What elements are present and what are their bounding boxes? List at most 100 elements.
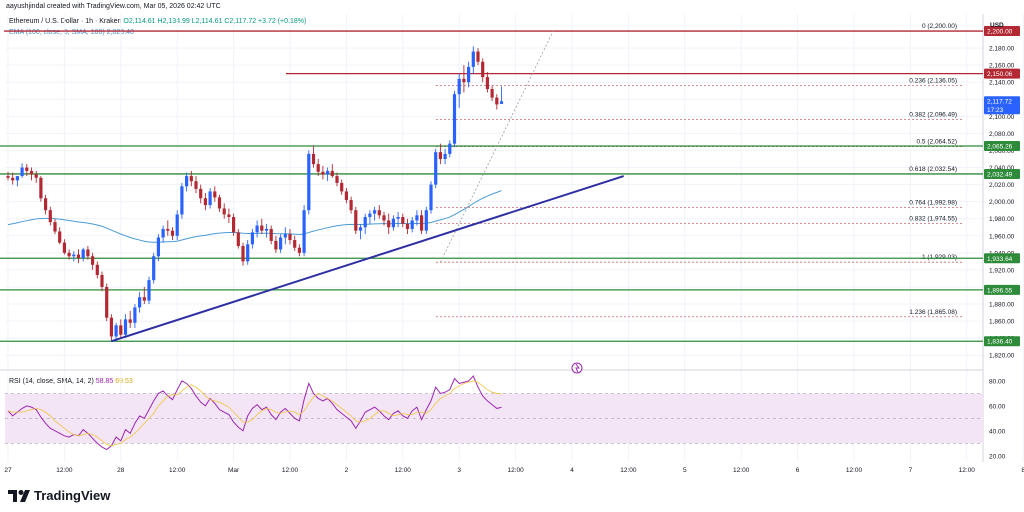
candle-body	[213, 191, 217, 198]
candle-body	[53, 222, 57, 232]
candle-body	[194, 181, 198, 189]
candle	[185, 172, 189, 192]
candle-body	[250, 232, 254, 245]
support-resistance-lines	[0, 30, 983, 342]
candle-body	[387, 220, 391, 228]
tradingview-logo[interactable]: TradingView	[8, 488, 110, 503]
candle	[62, 239, 66, 255]
time-tick-label: 12:00	[959, 467, 976, 474]
candle	[420, 210, 424, 235]
candle	[119, 319, 123, 339]
candle	[138, 292, 142, 313]
candle	[170, 227, 175, 241]
candle	[152, 252, 156, 284]
candle	[44, 194, 48, 215]
candle	[260, 218, 264, 235]
candle-body	[373, 210, 377, 214]
trendline	[111, 175, 625, 343]
candle	[391, 215, 395, 231]
price-tick-label: 2,140.00	[989, 80, 1015, 87]
price-tick-label: 1,860.00	[989, 319, 1015, 326]
candle-body	[6, 176, 10, 178]
candle-body	[448, 143, 452, 154]
candle-body	[123, 319, 128, 335]
candle	[67, 249, 71, 260]
candle	[368, 210, 372, 224]
candle-body	[485, 77, 489, 90]
candle-body	[429, 184, 433, 211]
rsi-label: RSI (14, close, SMA, 14, 2)	[9, 378, 94, 385]
candle	[467, 61, 471, 88]
candle-body	[424, 210, 428, 231]
candle	[39, 176, 43, 202]
candle	[307, 150, 311, 215]
candle-timer-label: 17:23	[987, 107, 1004, 114]
candle	[452, 90, 457, 148]
candle-body	[340, 182, 344, 192]
time-tick-label: 12:00	[395, 467, 412, 474]
fibonacci-levels: 0 (2,200.00) 0.236 (2,136.05) 0.382 (2,096…	[436, 23, 963, 318]
candle	[269, 225, 273, 245]
resistance-price-label: 2,150.06	[987, 71, 1013, 78]
resistance-price-label-bg	[984, 26, 1020, 37]
candle-body	[161, 228, 165, 238]
time-tick-label: 5	[683, 467, 687, 474]
symbol-name[interactable]: Ethereum / U.S. Dollar · 1h · Kraken	[9, 18, 122, 25]
price-tick-label: 2,160.00	[989, 63, 1015, 70]
candle-body	[91, 256, 95, 265]
candle-body	[405, 223, 410, 229]
time-tick-label: 7	[909, 467, 913, 474]
time-tick-label: 12:00	[282, 467, 299, 474]
ema-legend[interactable]: EMA (100, close, 0, SMA, 100) 2,020.40	[9, 29, 134, 36]
candle	[476, 48, 480, 66]
candle	[86, 246, 90, 260]
support-price-label: 2,032.49	[987, 171, 1013, 178]
rsi-legend[interactable]: RSI (14, close, SMA, 14, 2) 58.85 69.53	[9, 378, 133, 385]
price-axis-labels: 2,200.00 2,150.06 2,065.26 2,032.49 1,933.64…	[984, 26, 1020, 347]
candle	[382, 211, 386, 226]
price-tick-label: 2,040.00	[989, 165, 1015, 172]
candle-body	[166, 228, 170, 231]
candle-body	[321, 171, 325, 175]
candle	[222, 203, 226, 219]
candle	[354, 206, 358, 235]
fib-label: 0.236 (2,136.05)	[909, 78, 957, 85]
candle-body	[283, 234, 287, 238]
replay-icon[interactable]	[571, 362, 583, 374]
candle-body	[170, 230, 175, 236]
candle-body	[499, 101, 504, 104]
time-tick-label: 27	[4, 467, 12, 474]
candle	[457, 73, 461, 108]
candle-body	[34, 174, 38, 178]
ema-value: 2,020.40	[106, 29, 134, 36]
price-tick-label: 1,820.00	[989, 353, 1015, 360]
candle-body	[467, 66, 471, 83]
candle-body	[311, 153, 316, 165]
candle	[438, 143, 442, 165]
candle	[194, 176, 198, 194]
candle-body	[217, 197, 222, 209]
support-price-label: 2,065.26	[987, 143, 1013, 150]
candle	[335, 172, 339, 187]
current-price-label: 2,117.72	[987, 99, 1012, 106]
support-price-label-bg	[984, 140, 1020, 151]
candle	[133, 304, 137, 328]
tradingview-logo-text: TradingView	[34, 488, 111, 503]
candle-body	[410, 220, 414, 229]
candle	[208, 188, 212, 209]
fib-label: 0.5 (2,064.52)	[917, 139, 957, 146]
candle	[377, 205, 381, 219]
candle	[415, 210, 419, 226]
symbol-legend: Ethereum / U.S. Dollar · 1h · Kraken O2,…	[9, 18, 306, 25]
candle	[58, 227, 62, 245]
candle	[434, 148, 438, 189]
ema-line	[7, 190, 502, 243]
candle-body	[260, 225, 264, 231]
candle	[429, 181, 433, 214]
candle	[293, 235, 297, 252]
candle	[311, 145, 316, 168]
rsi-axis: 20.00 40.00 60.00 80.00	[989, 378, 1006, 460]
candle	[401, 213, 405, 228]
fib-label: 0.764 (1,992.98)	[909, 200, 957, 207]
